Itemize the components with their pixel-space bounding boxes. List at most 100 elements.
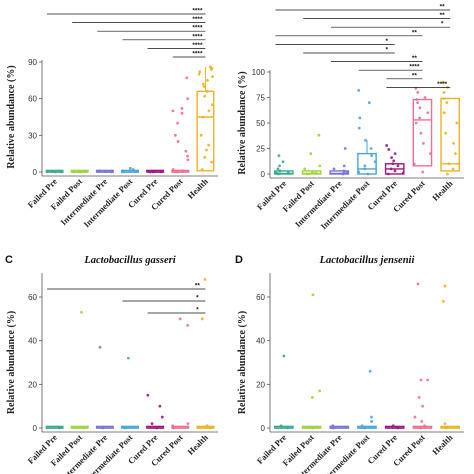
data-point [206,78,209,82]
data-point [286,426,290,430]
data-point [357,170,361,174]
data-point [310,170,314,174]
panel-title: Lactobacillus jensenii [319,255,415,266]
data-point [342,169,346,173]
data-point [401,171,405,175]
data-point [148,170,152,174]
significance-label: ** [195,283,201,290]
data-point [158,404,162,408]
data-point [442,111,446,115]
data-point [176,121,180,125]
data-point [419,131,423,135]
data-point [200,168,204,171]
data-point [447,162,451,166]
significance-label: * [196,307,199,314]
data-point [418,106,422,110]
data-point [443,284,447,288]
data-point [389,167,393,171]
y-tick-label: 30 [28,131,37,140]
significance-label: * [385,38,388,45]
significance-label: ** [412,55,418,62]
y-axis-title: Relative abundance (%) [6,311,17,414]
data-point [421,170,425,174]
y-tick-label: 100 [252,68,266,77]
data-point [343,147,347,150]
significance-label: **** [192,33,203,40]
data-point [363,167,367,171]
data-point [79,170,82,174]
data-point [151,170,155,174]
data-point [210,103,214,107]
data-point [391,424,395,428]
data-point [445,426,448,430]
data-point [275,171,278,175]
data-point [358,116,362,120]
data-point [455,121,459,125]
data-point [360,424,364,428]
data-point [331,424,335,428]
data-point [205,148,208,152]
data-point [159,170,163,174]
y-axis-title: Relative abundance (%) [6,65,17,168]
data-point [454,152,457,156]
data-point [413,415,417,419]
panel-letter: C [5,254,13,266]
data-point [363,426,366,430]
data-point [171,168,175,171]
significance-label: ** [412,72,418,79]
data-point [279,424,283,428]
data-point [370,415,373,419]
panel-title: Lactobacillus gasseri [83,255,175,266]
significance-label: ** [412,29,418,36]
data-point [211,75,214,79]
data-point [286,170,290,174]
x-tick-label: Health [185,176,210,201]
data-point [103,170,107,174]
y-tick-label: 20 [256,380,265,389]
y-tick-label: 40 [256,337,265,346]
data-point [392,159,396,163]
box [440,97,460,172]
data-point [369,147,373,150]
data-point [426,378,430,382]
data-point [201,82,205,86]
data-point [186,97,190,101]
significance-label: **** [409,64,420,71]
data-point [186,158,190,162]
data-point [198,70,202,74]
data-point [342,171,346,175]
data-point [309,152,313,156]
data-point [203,94,207,98]
panel-3: C Lactobacillus gasseri 0 20 40 60 Relative ab… [5,254,218,474]
data-point [416,282,420,286]
data-point [203,155,207,159]
y-tick-label: 90 [28,58,37,67]
y-axis-title: Relative abundance (%) [237,71,248,174]
data-point [421,404,424,408]
data-point [282,354,286,358]
data-point [178,317,182,321]
data-point [199,133,203,137]
data-point [278,169,282,173]
data-point [390,156,394,160]
data-point [417,396,421,399]
significance-label: **** [192,25,203,32]
data-point [331,426,335,430]
x-tick-label: Health [430,432,455,457]
data-point [444,131,448,135]
data-point [318,164,322,168]
data-point [72,170,76,174]
data-point [442,97,446,100]
data-point [393,152,397,156]
data-point [357,88,361,92]
data-point [420,420,424,423]
data-point [391,162,395,166]
y-tick-label: 20 [28,380,37,389]
data-point [186,154,189,158]
significance-label: **** [192,8,203,15]
data-point [415,98,418,101]
significance-label: **** [192,51,203,58]
data-point [80,310,83,314]
y-tick-label: 0 [33,168,38,177]
